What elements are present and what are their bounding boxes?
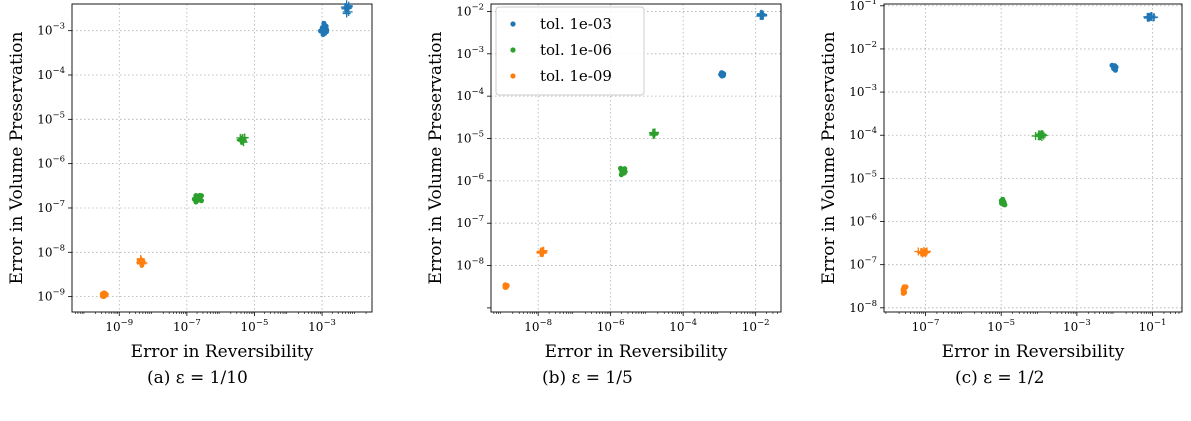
data-point-1e-03 <box>323 23 329 29</box>
x-tick-label: 10−2 <box>742 318 770 334</box>
grid-lines <box>884 4 1182 312</box>
legend-label: tol. 1e-06 <box>540 41 612 59</box>
legend-label: tol. 1e-03 <box>540 15 612 33</box>
data-point-1e-09 <box>502 282 508 288</box>
y-tick-label: 10−3 <box>849 83 877 99</box>
chart-panel-c: 10−7 10−5 10−3 10−1 10−8 10−7 10−6 10−5 10−4 10−3… <box>815 0 1191 365</box>
y-tick-label: 10−7 <box>849 256 877 272</box>
x-tick-label: 10−5 <box>987 318 1015 334</box>
x-axis-label: Error in Reversibility <box>545 342 728 362</box>
y-tick-label: 10−4 <box>849 126 877 142</box>
data-point-plus-1e-09 <box>136 259 145 268</box>
data-points <box>99 0 353 300</box>
x-tick-label: 10−6 <box>597 318 625 334</box>
x-tick-label: 10−7 <box>173 318 201 334</box>
legend: tol. 1e-03 tol. 1e-06 tol. 1e-09 <box>495 6 645 96</box>
y-tick-label: 10−8 <box>456 257 484 273</box>
data-point-plus-1e-03 <box>344 3 353 12</box>
grid-lines <box>72 4 372 312</box>
y-tick-label: 10−5 <box>849 169 877 185</box>
data-point-1e-09 <box>100 291 106 297</box>
data-point-plus-1e-03 <box>1146 12 1155 21</box>
y-tick-label: 10−3 <box>37 22 65 38</box>
plot-frame <box>71 3 373 313</box>
y-tick-label: 10−9 <box>37 288 65 304</box>
minor-ticks <box>487 11 778 314</box>
data-point-1e-06 <box>198 193 205 199</box>
caption-b: (b) ε = 1/5 <box>542 368 633 388</box>
scatter-plot-a: 10−9 10−7 10−5 10−3 10−9 10−8 10−7 10−6 10−5 10−4… <box>7 0 373 362</box>
y-tick-label: 10−1 <box>849 0 877 13</box>
data-point-1e-03 <box>1111 65 1117 72</box>
x-tick-label: 10−3 <box>1063 318 1091 334</box>
data-point-1e-03 <box>322 30 328 36</box>
data-point-1e-09 <box>903 284 909 290</box>
chart-panel-a: 10−9 10−7 10−5 10−3 10−9 10−8 10−7 10−6 10−5 10−4… <box>0 0 390 365</box>
x-axis-label: Error in Reversibility <box>942 342 1125 362</box>
y-tick-label: 10−6 <box>37 155 65 171</box>
legend-label: tol. 1e-09 <box>540 67 612 85</box>
y-tick-label: 10−8 <box>37 243 65 259</box>
y-tick-label: 10−6 <box>849 213 877 229</box>
data-point-plus-1e-06 <box>649 128 658 137</box>
y-tick-label: 10−3 <box>456 45 484 61</box>
y-axis-label: Error in Volume Preservation <box>819 32 839 285</box>
caption-a: (a) ε = 1/10 <box>147 368 248 388</box>
x-tick-label: 10−7 <box>912 318 940 334</box>
scatter-plot-b: 10−8 10−6 10−4 10−2 10−8 10−7 10−6 10−5 10−4 10−3… <box>426 2 782 362</box>
plot-frame <box>883 3 1183 313</box>
x-tick-label: 10−1 <box>1139 318 1167 334</box>
x-tick-label: 10−3 <box>308 318 336 334</box>
data-point-1e-03 <box>719 73 725 79</box>
data-point-plus-1e-06 <box>240 133 249 142</box>
chart-panel-b: 10−8 10−6 10−4 10−2 10−8 10−7 10−6 10−5 10−4 10−3… <box>405 0 800 365</box>
caption-c: (c) ε = 1/2 <box>955 368 1045 388</box>
x-tick-label: 10−9 <box>105 318 133 334</box>
data-point-plus-1e-06 <box>1039 131 1048 140</box>
minor-ticks <box>880 5 1180 314</box>
data-point-1e-06 <box>193 192 199 199</box>
legend-box <box>495 6 645 96</box>
data-point-1e-06 <box>195 197 201 203</box>
y-tick-label: 10−5 <box>456 130 484 146</box>
y-axis-label: Error in Volume Preservation <box>7 32 27 285</box>
y-tick-label: 10−8 <box>849 299 877 315</box>
y-tick-label: 10−7 <box>37 199 65 215</box>
y-tick-label: 10−4 <box>456 87 484 103</box>
y-tick-label: 10−6 <box>456 172 484 188</box>
y-tick-label: 10−2 <box>456 2 484 18</box>
data-points <box>502 9 768 290</box>
y-tick-label: 10−7 <box>456 214 484 230</box>
data-point-plus-1e-03 <box>1147 11 1156 20</box>
data-point-1e-06 <box>1001 200 1007 206</box>
data-point-1e-06 <box>621 170 627 176</box>
data-point-plus-1e-03 <box>756 10 765 19</box>
data-point-plus-1e-03 <box>758 11 767 20</box>
legend-marker-blue <box>510 21 516 27</box>
x-tick-label: 10−5 <box>241 318 269 334</box>
legend-marker-green <box>510 47 516 53</box>
y-axis-label: Error in Volume Preservation <box>426 32 446 285</box>
y-tick-label: 10−4 <box>37 66 65 82</box>
legend-marker-orange <box>510 73 516 79</box>
x-tick-label: 10−8 <box>524 318 552 334</box>
y-tick-label: 10−5 <box>37 110 65 126</box>
data-point-plus-1e-06 <box>1037 130 1046 139</box>
data-point-1e-09 <box>900 290 906 296</box>
data-points <box>900 11 1159 296</box>
y-tick-label: 10−2 <box>849 40 877 56</box>
data-point-plus-1e-09 <box>916 248 925 257</box>
minor-ticks <box>68 30 367 314</box>
x-axis-label: Error in Reversibility <box>131 342 314 362</box>
scatter-plot-c: 10−7 10−5 10−3 10−1 10−8 10−7 10−6 10−5 10−4 10−3… <box>819 0 1183 362</box>
data-point-plus-1e-09 <box>539 246 548 255</box>
x-tick-label: 10−4 <box>669 318 697 334</box>
